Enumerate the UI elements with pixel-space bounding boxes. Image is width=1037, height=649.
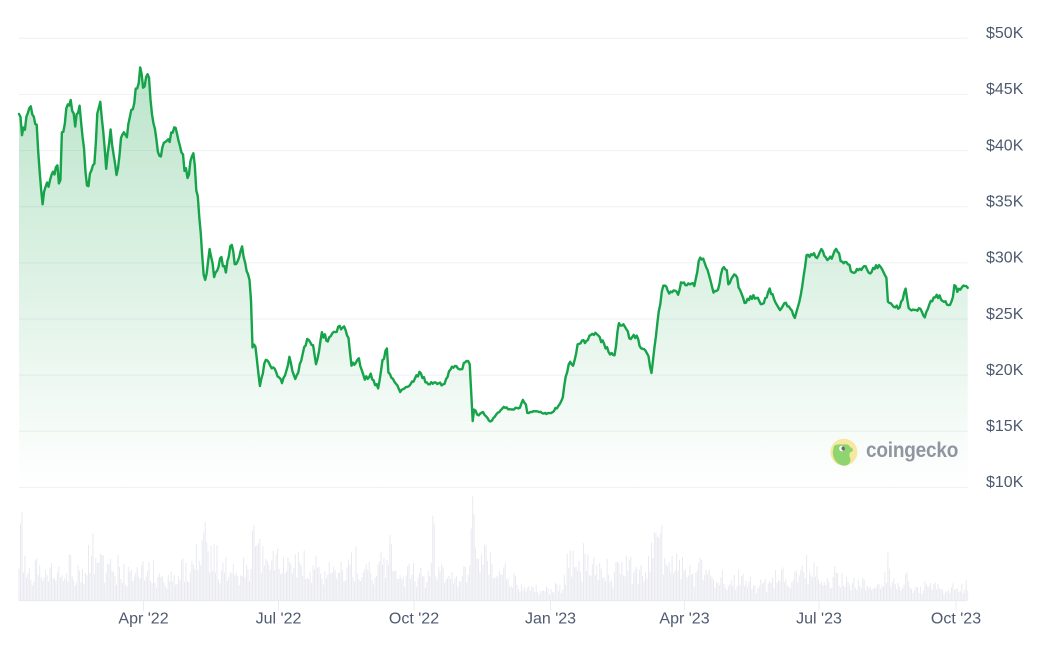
svg-text:$20K: $20K: [986, 362, 1024, 379]
svg-text:Jan '23: Jan '23: [525, 610, 576, 627]
svg-text:Oct '23: Oct '23: [931, 610, 981, 627]
svg-text:$15K: $15K: [986, 418, 1024, 435]
svg-text:$10K: $10K: [986, 474, 1024, 491]
svg-text:$35K: $35K: [986, 194, 1024, 211]
svg-text:Apr '23: Apr '23: [659, 610, 709, 627]
svg-text:Jul '23: Jul '23: [796, 610, 842, 627]
svg-text:Oct '22: Oct '22: [389, 610, 439, 627]
svg-text:$30K: $30K: [986, 250, 1024, 267]
svg-text:Jul '22: Jul '22: [256, 610, 302, 627]
svg-text:Apr '22: Apr '22: [118, 610, 168, 627]
svg-text:coingecko: coingecko: [866, 439, 958, 462]
svg-text:$40K: $40K: [986, 137, 1024, 154]
svg-text:$50K: $50K: [986, 25, 1024, 42]
svg-text:$25K: $25K: [986, 306, 1024, 323]
svg-text:$45K: $45K: [986, 81, 1024, 98]
